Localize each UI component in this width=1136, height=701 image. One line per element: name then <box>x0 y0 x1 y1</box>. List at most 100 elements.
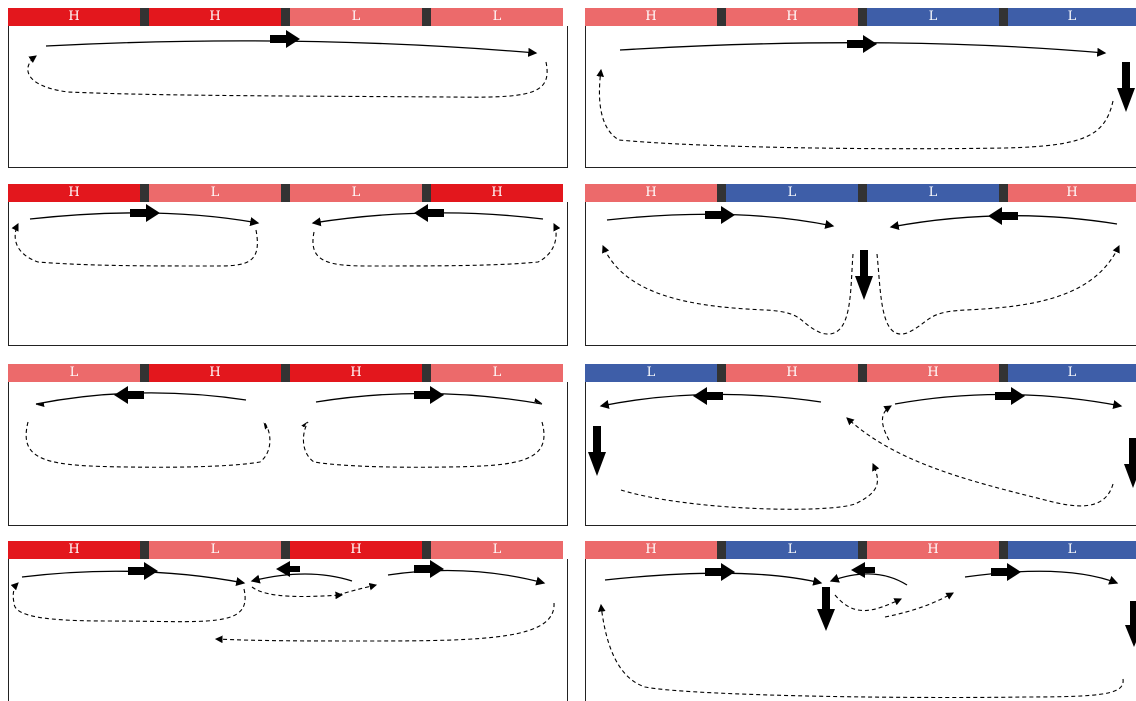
segment-divider <box>422 8 431 26</box>
direction-arrow <box>276 561 300 577</box>
circulation-diagram <box>27 30 548 98</box>
second-cell-upper-arrow <box>829 573 908 586</box>
segment-divider <box>140 184 149 202</box>
segment-divider <box>140 364 149 382</box>
sinking-arrow <box>588 426 606 476</box>
panel-8: H L H L <box>585 541 1136 701</box>
segment-3: H <box>867 364 999 382</box>
panel-frame <box>585 26 1136 168</box>
segment-1: L <box>585 364 717 382</box>
segment-divider <box>999 364 1008 382</box>
segment-4: H <box>1008 184 1136 202</box>
segment-3: H <box>290 541 422 559</box>
panel-frame <box>8 202 568 346</box>
segment-3: H <box>290 364 422 382</box>
panel-frame <box>8 559 568 701</box>
panel-1: H H L L <box>8 8 568 168</box>
circulation-diagram <box>25 386 545 468</box>
circulation-diagram <box>596 35 1135 150</box>
segment-divider <box>858 364 867 382</box>
direction-arrow <box>130 204 160 222</box>
panel-3: H L L H <box>8 184 568 346</box>
segment-3: L <box>867 184 999 202</box>
segment-divider <box>858 541 867 559</box>
third-cell-return-arrow <box>214 602 555 644</box>
segment-divider <box>858 184 867 202</box>
direction-arrow <box>128 562 158 580</box>
panel-frame <box>8 382 568 526</box>
panel-4: H L L H <box>585 184 1136 346</box>
segment-3: L <box>867 8 999 26</box>
second-cell-return-arrow <box>251 586 344 600</box>
segment-1: H <box>585 541 717 559</box>
segment-divider <box>717 184 726 202</box>
pressure-bar: L H H L <box>8 364 563 382</box>
circulation-diagram <box>602 206 1120 335</box>
right-cell-inner-arrow <box>881 405 892 441</box>
segment-4: L <box>431 364 563 382</box>
segment-divider <box>717 541 726 559</box>
direction-arrow <box>114 386 144 404</box>
direction-arrow <box>851 562 875 578</box>
segment-2: L <box>149 184 281 202</box>
segment-3: L <box>290 184 422 202</box>
segment-2: L <box>149 541 281 559</box>
right-return-arrow <box>846 417 1114 507</box>
circulation-diagram <box>10 560 555 644</box>
right-return-arrow <box>876 245 1120 335</box>
pressure-bar: H L L H <box>8 184 563 202</box>
panel-5: L H H L <box>8 364 568 526</box>
direction-arrow <box>705 206 735 224</box>
first-cell-return-arrow <box>10 582 246 623</box>
segment-1: H <box>8 541 140 559</box>
direction-arrow <box>995 387 1025 405</box>
pressure-bar: H L L H <box>585 184 1136 202</box>
segment-4: L <box>1008 8 1136 26</box>
panel-frame <box>585 382 1136 526</box>
circulation-diagram <box>597 562 1136 699</box>
segment-divider <box>281 184 290 202</box>
segment-1: H <box>585 8 717 26</box>
segment-4: H <box>431 184 563 202</box>
pressure-bar: H L H L <box>8 541 563 559</box>
return-flow-arrow <box>27 55 548 98</box>
segment-divider <box>422 364 431 382</box>
panel-frame <box>585 559 1136 701</box>
segment-4: L <box>1008 541 1136 559</box>
direction-arrow <box>847 35 877 53</box>
segment-2: H <box>149 8 281 26</box>
panel-2: H H L L <box>585 8 1136 168</box>
return-flow-arrow <box>597 603 1124 699</box>
segment-3: H <box>867 541 999 559</box>
segment-4: L <box>431 8 563 26</box>
sinking-arrow <box>1124 438 1136 488</box>
sinking-arrow <box>855 250 873 300</box>
segment-2: H <box>726 8 858 26</box>
segment-divider <box>281 364 290 382</box>
segment-divider <box>999 184 1008 202</box>
second-cell-upper-arrow <box>250 573 353 584</box>
third-cell-upper-arrow <box>387 569 546 586</box>
left-cell-return-arrow <box>11 223 258 267</box>
direction-arrow <box>270 30 300 48</box>
sinking-arrow <box>817 587 835 631</box>
left-cell-return-arrow <box>25 422 271 468</box>
return-flow-arrow <box>596 68 1114 150</box>
segment-2: H <box>149 364 281 382</box>
segment-divider <box>999 8 1008 26</box>
segment-divider <box>281 8 290 26</box>
direction-arrow <box>414 204 444 222</box>
panel-7: H L H L <box>8 541 568 701</box>
segment-4: L <box>431 541 563 559</box>
segment-2: H <box>726 364 858 382</box>
segment-1: H <box>8 8 140 26</box>
circulation-diagram <box>588 387 1136 510</box>
pressure-bar: H H L L <box>585 8 1136 26</box>
direction-arrow <box>693 387 723 405</box>
direction-arrow <box>991 563 1021 581</box>
panel-6: L H H L <box>585 364 1136 526</box>
segment-divider <box>281 541 290 559</box>
right-cell-return-arrow <box>312 223 561 267</box>
right-cell-return-arrow <box>303 422 545 468</box>
segment-divider <box>422 184 431 202</box>
